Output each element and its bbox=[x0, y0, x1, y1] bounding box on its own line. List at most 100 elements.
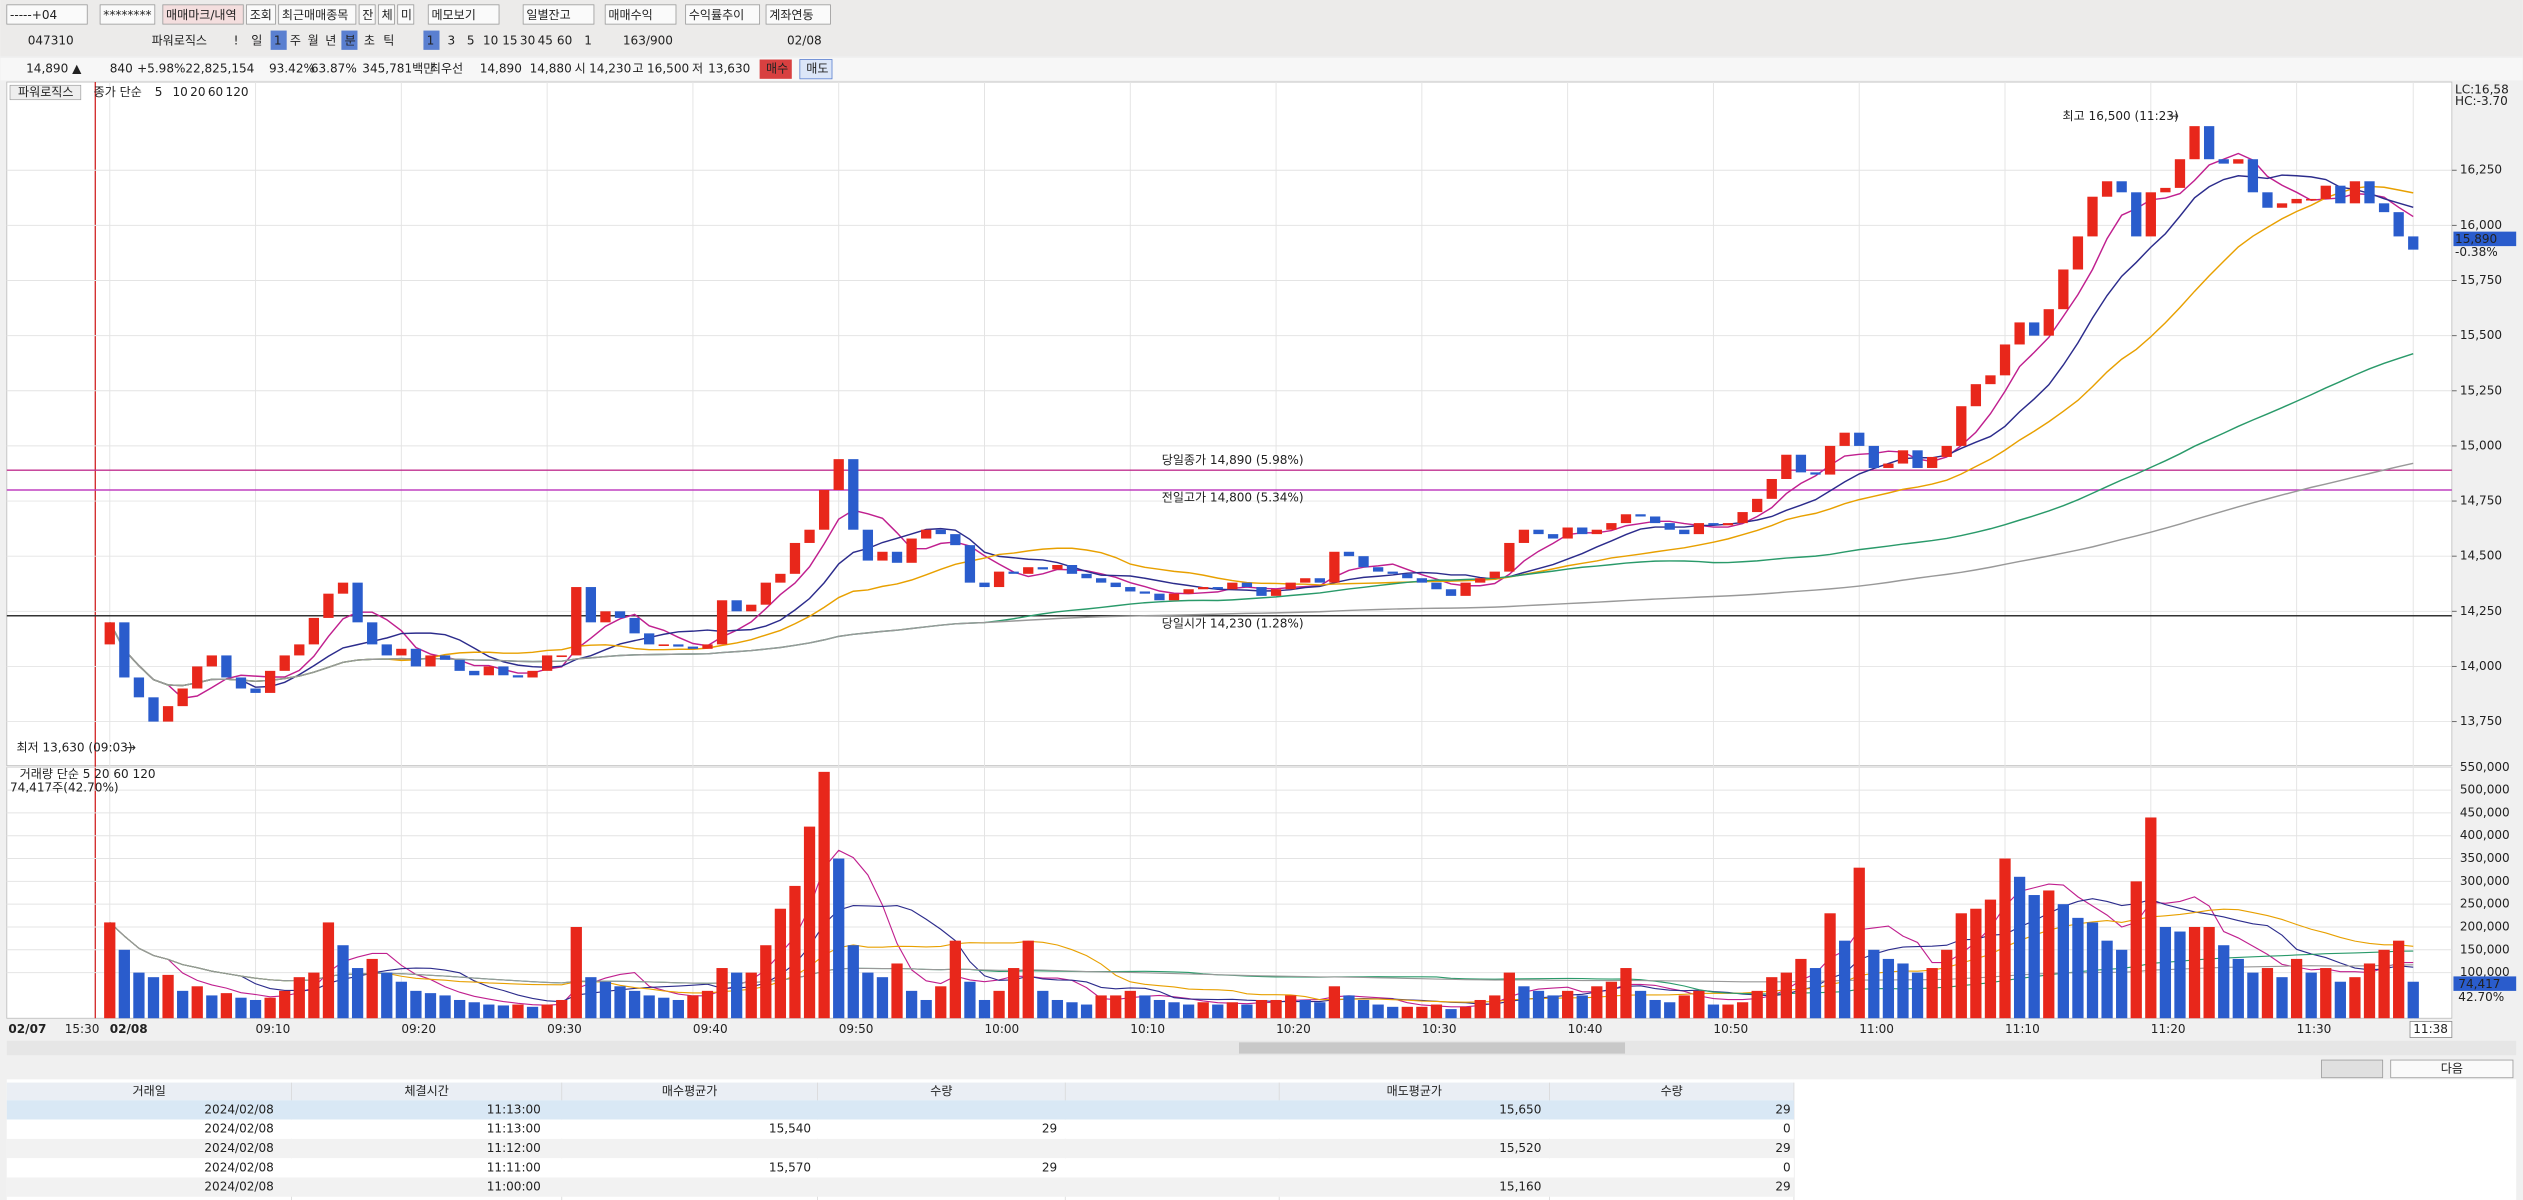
toolbar-label[interactable]: 월 bbox=[308, 34, 319, 48]
table-row[interactable] bbox=[6, 1119, 1794, 1139]
toolbar-label[interactable]: 15 bbox=[502, 34, 517, 48]
toolbar-label[interactable]: 계좌연동 bbox=[769, 8, 813, 22]
toolbar-label[interactable]: 5 bbox=[467, 34, 475, 48]
table-row[interactable] bbox=[6, 1158, 1794, 1178]
y-tick-label: 150,000 bbox=[2460, 942, 2510, 956]
quote-field[interactable]: 매수 bbox=[766, 62, 788, 76]
volume-bar bbox=[964, 981, 976, 1019]
toolbar-label[interactable]: 분 bbox=[345, 34, 356, 48]
toolbar-label[interactable]: ! bbox=[234, 34, 239, 48]
toolbar-label[interactable]: 메모보기 bbox=[431, 8, 475, 22]
next-button[interactable] bbox=[2390, 1059, 2514, 1079]
swap-button[interactable] bbox=[2321, 1059, 2384, 1079]
toolbar-label[interactable]: 조회 bbox=[250, 8, 272, 22]
toolbar-label[interactable]: 최근매매종목 bbox=[282, 8, 349, 22]
toolbar-label[interactable]: 1 bbox=[274, 34, 282, 48]
volume-bar bbox=[789, 885, 801, 1019]
toolbar-label[interactable]: -----+04 bbox=[10, 8, 57, 22]
toolbar-label[interactable]: 매매수익 bbox=[608, 8, 652, 22]
candle bbox=[1125, 587, 1136, 592]
toolbar-label[interactable]: 일 bbox=[251, 34, 262, 48]
quote-field: 고 bbox=[633, 62, 644, 76]
volume-bar bbox=[2232, 958, 2244, 1019]
sell-button[interactable] bbox=[799, 59, 833, 80]
table-row[interactable] bbox=[6, 1100, 1794, 1120]
toolbar-label[interactable]: 45 bbox=[538, 34, 553, 48]
toolbar-label[interactable]: 30 bbox=[520, 34, 535, 48]
toolbar-button[interactable] bbox=[765, 4, 831, 25]
toolbar-label[interactable]: 수익률추이 bbox=[689, 8, 744, 22]
table-cell: 15,540 bbox=[769, 1122, 811, 1136]
volume-bar bbox=[177, 990, 189, 1019]
toolbar-button[interactable] bbox=[6, 4, 88, 25]
toolbar-label[interactable]: 주 bbox=[290, 34, 301, 48]
candle bbox=[1256, 587, 1267, 596]
legend-name: 파워로직스 bbox=[18, 85, 73, 99]
candle bbox=[1883, 463, 1894, 468]
volume-bar bbox=[2290, 958, 2303, 1019]
candle bbox=[2378, 203, 2390, 213]
toolbar-button[interactable] bbox=[278, 4, 357, 25]
toolbar-label[interactable]: 년 bbox=[325, 34, 336, 48]
volume-bar bbox=[1984, 899, 1997, 1019]
toolbar-label[interactable]: 1 bbox=[427, 34, 435, 48]
toolbar-label[interactable]: 1 bbox=[584, 34, 592, 48]
candle bbox=[1679, 529, 1690, 535]
candle bbox=[1285, 582, 1296, 590]
volume-bar bbox=[2174, 931, 2186, 1019]
candle bbox=[1897, 450, 1909, 464]
toolbar-button[interactable] bbox=[246, 4, 276, 25]
candle bbox=[1737, 512, 1748, 524]
candle bbox=[498, 666, 509, 676]
candle bbox=[2145, 192, 2156, 237]
toolbar-label[interactable]: 잔 bbox=[362, 8, 373, 22]
candle bbox=[337, 582, 349, 594]
quote-field: 저 bbox=[692, 62, 703, 76]
toolbar-button[interactable] bbox=[604, 4, 677, 25]
toolbar-button[interactable] bbox=[99, 4, 156, 25]
volume-bar bbox=[672, 999, 684, 1019]
table-row[interactable] bbox=[6, 1177, 1794, 1197]
candle bbox=[1766, 478, 1777, 499]
toolbar-button[interactable] bbox=[397, 4, 415, 25]
toolbar-label[interactable]: 047310 bbox=[28, 34, 74, 48]
candle bbox=[1547, 534, 1559, 539]
toolbar-button[interactable] bbox=[522, 4, 595, 25]
toolbar-button[interactable] bbox=[427, 4, 500, 25]
toolbar-button[interactable] bbox=[685, 4, 761, 25]
candle bbox=[1577, 527, 1588, 535]
toolbar-label[interactable]: 일별잔고 bbox=[526, 8, 570, 22]
price-marker bbox=[2453, 231, 2517, 247]
candle bbox=[2218, 159, 2229, 164]
candle bbox=[585, 587, 597, 623]
x-tick-label: 10:30 bbox=[1422, 1022, 1457, 1036]
candle bbox=[250, 688, 261, 693]
toolbar-label[interactable]: 체 bbox=[382, 8, 393, 22]
candle bbox=[1168, 593, 1180, 601]
toolbar-label[interactable]: 163/900 bbox=[623, 34, 673, 48]
table-row[interactable] bbox=[6, 1138, 1794, 1159]
quote-field: 840 bbox=[110, 62, 133, 76]
candle bbox=[192, 666, 203, 689]
toolbar-label[interactable]: ******** bbox=[103, 8, 151, 22]
table-cell: 15,570 bbox=[769, 1160, 811, 1174]
toolbar-label[interactable]: 3 bbox=[448, 34, 456, 48]
quote-field[interactable]: 매도 bbox=[806, 62, 828, 76]
buy-button[interactable] bbox=[759, 59, 792, 79]
toolbar-label[interactable]: 02/08 bbox=[787, 34, 822, 48]
toolbar-button[interactable] bbox=[377, 4, 395, 25]
candle bbox=[2174, 159, 2186, 188]
toolbar-button[interactable] bbox=[358, 4, 376, 25]
toolbar-label[interactable]: 파워로직스 bbox=[152, 34, 207, 48]
next-label[interactable]: 다음 bbox=[2441, 1061, 2463, 1075]
scroll-thumb[interactable] bbox=[1238, 1042, 1626, 1054]
price-side-label: -0.38% bbox=[2455, 245, 2498, 259]
toolbar-label[interactable]: 매매마크/내역 bbox=[166, 8, 237, 22]
toolbar-label[interactable]: 초 bbox=[364, 34, 375, 48]
toolbar-button[interactable] bbox=[162, 4, 244, 25]
toolbar-label[interactable]: 틱 bbox=[383, 34, 394, 48]
toolbar-label[interactable]: 10 bbox=[483, 34, 498, 48]
volume-bar bbox=[468, 1002, 480, 1019]
toolbar-label[interactable]: 미 bbox=[401, 8, 412, 22]
toolbar-label[interactable]: 60 bbox=[557, 34, 572, 48]
